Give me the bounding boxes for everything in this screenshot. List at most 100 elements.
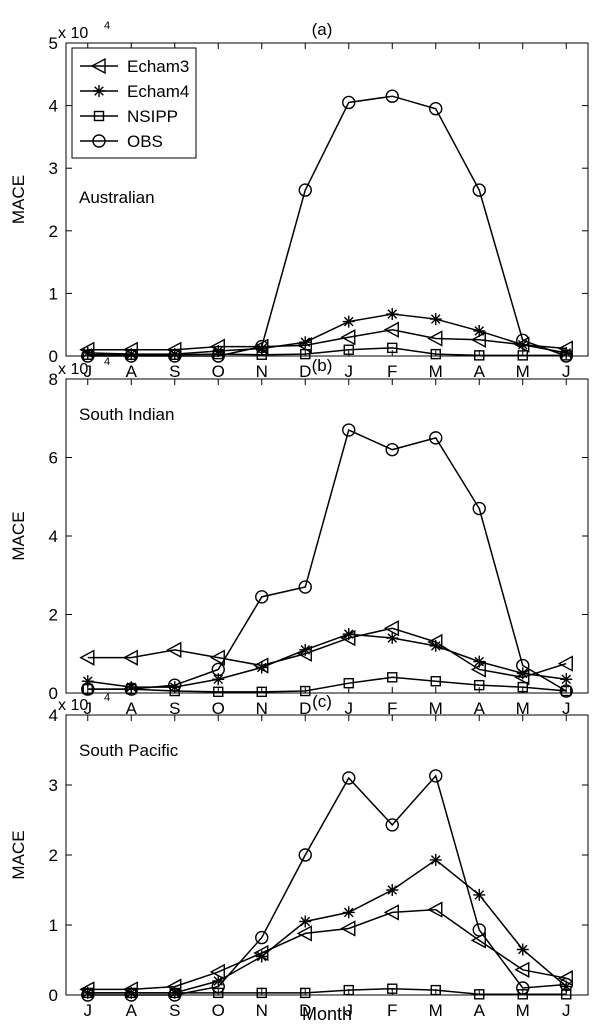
x-tick-label: M bbox=[429, 1001, 443, 1020]
plot-frame bbox=[65, 42, 589, 357]
data-point-echam4 bbox=[299, 643, 312, 656]
data-point-echam4 bbox=[255, 342, 268, 355]
x-tick-label: A bbox=[474, 1001, 486, 1020]
x-tick-label: J bbox=[345, 1001, 354, 1020]
data-point-echam4 bbox=[212, 673, 225, 686]
x-tick-label: O bbox=[212, 362, 225, 381]
data-point-obs bbox=[298, 848, 312, 862]
data-point-obs bbox=[342, 423, 356, 437]
data-point-obs bbox=[255, 339, 269, 354]
y-tick-label: 3 bbox=[49, 776, 58, 795]
data-point-obs bbox=[168, 349, 182, 363]
y-tick-label: 1 bbox=[49, 916, 58, 935]
x-tick-label: J bbox=[84, 1001, 93, 1020]
data-point-obs bbox=[472, 923, 486, 937]
data-point-echam3 bbox=[296, 925, 312, 942]
series-line-echam3 bbox=[87, 627, 567, 679]
legend-marker bbox=[93, 110, 105, 122]
data-point-echam4 bbox=[560, 980, 573, 993]
x-axis-label: Month bbox=[302, 1004, 352, 1024]
series-line-obs bbox=[87, 428, 567, 692]
series-line-echam4 bbox=[87, 858, 567, 994]
data-point-echam3 bbox=[383, 321, 399, 338]
data-point-echam4 bbox=[560, 673, 573, 686]
legend-label: OBS bbox=[127, 132, 163, 151]
y-tick-label: 1 bbox=[49, 284, 58, 303]
data-point-echam3 bbox=[470, 932, 486, 949]
y-tick-label: 8 bbox=[49, 370, 58, 389]
data-point-obs bbox=[516, 981, 530, 995]
data-point-echam4 bbox=[81, 675, 94, 688]
axis-multiplier: x 10 bbox=[58, 25, 88, 42]
data-point-obs bbox=[516, 333, 530, 348]
data-point-echam3 bbox=[340, 329, 356, 346]
x-tick-label: J bbox=[345, 699, 354, 718]
data-point-echam3 bbox=[209, 649, 225, 666]
data-point-echam3 bbox=[79, 649, 95, 666]
data-point-obs bbox=[124, 682, 138, 696]
x-tick-label: A bbox=[474, 699, 486, 718]
x-tick-label: A bbox=[126, 362, 138, 381]
data-point-obs bbox=[472, 501, 486, 516]
data-point-obs bbox=[559, 684, 573, 698]
x-tick-label: D bbox=[299, 1001, 311, 1020]
y-tick-label: 0 bbox=[49, 986, 58, 1005]
x-tick-label: N bbox=[256, 699, 268, 718]
data-point-obs bbox=[342, 771, 356, 785]
legend-label: Echam4 bbox=[127, 82, 189, 101]
data-point-echam3 bbox=[427, 330, 443, 347]
x-tick-label: J bbox=[84, 362, 93, 381]
data-point-obs bbox=[211, 349, 225, 363]
data-point-nsipp bbox=[300, 348, 311, 360]
x-tick-label: M bbox=[429, 362, 443, 381]
y-axis-label: MACE bbox=[9, 830, 28, 879]
y-tick-label: 3 bbox=[49, 159, 58, 178]
data-point-nsipp bbox=[387, 983, 398, 994]
x-tick-label: A bbox=[126, 699, 138, 718]
y-tick-label: 2 bbox=[49, 222, 58, 241]
axis-multiplier-exponent: 4 bbox=[104, 20, 110, 32]
axis-multiplier: x 10 bbox=[58, 361, 88, 378]
data-point-echam4 bbox=[386, 308, 399, 321]
data-point-echam3 bbox=[340, 920, 356, 937]
data-point-nsipp bbox=[387, 672, 398, 683]
data-point-echam4 bbox=[473, 888, 486, 901]
data-point-echam4 bbox=[516, 338, 529, 351]
data-point-obs bbox=[211, 662, 225, 677]
data-point-echam4 bbox=[255, 661, 268, 674]
data-point-echam4 bbox=[125, 681, 138, 694]
data-point-nsipp bbox=[430, 984, 441, 996]
x-tick-label: F bbox=[387, 362, 397, 381]
region-label: Australian bbox=[79, 188, 155, 207]
y-tick-label: 5 bbox=[49, 34, 58, 53]
data-point-echam4 bbox=[342, 906, 355, 919]
y-tick-label: 0 bbox=[49, 347, 58, 366]
data-point-nsipp bbox=[213, 686, 224, 698]
x-tick-label: A bbox=[126, 1001, 138, 1020]
data-point-echam4 bbox=[299, 336, 312, 349]
y-axis-label: MACE bbox=[9, 511, 28, 560]
axis-multiplier-exponent: 4 bbox=[104, 692, 110, 704]
legend-marker bbox=[93, 85, 105, 97]
data-point-nsipp bbox=[343, 984, 354, 996]
x-tick-label: M bbox=[516, 699, 530, 718]
region-label: South Pacific bbox=[79, 741, 179, 760]
y-tick-label: 2 bbox=[49, 846, 58, 865]
region-label: South Indian bbox=[79, 405, 174, 424]
data-point-echam4 bbox=[299, 915, 312, 928]
data-point-nsipp bbox=[256, 686, 267, 698]
data-point-nsipp bbox=[561, 989, 572, 1000]
legend-label: Echam3 bbox=[127, 57, 189, 76]
x-tick-label: M bbox=[516, 362, 530, 381]
data-point-nsipp bbox=[213, 987, 224, 999]
data-point-echam4 bbox=[473, 324, 486, 337]
data-point-echam3 bbox=[383, 904, 399, 921]
y-axis-label: MACE bbox=[9, 175, 28, 224]
data-point-echam3 bbox=[557, 655, 573, 672]
data-point-nsipp bbox=[430, 676, 441, 687]
series-line-nsipp bbox=[87, 347, 567, 357]
data-point-echam3 bbox=[166, 641, 182, 658]
legend-marker bbox=[90, 57, 106, 75]
